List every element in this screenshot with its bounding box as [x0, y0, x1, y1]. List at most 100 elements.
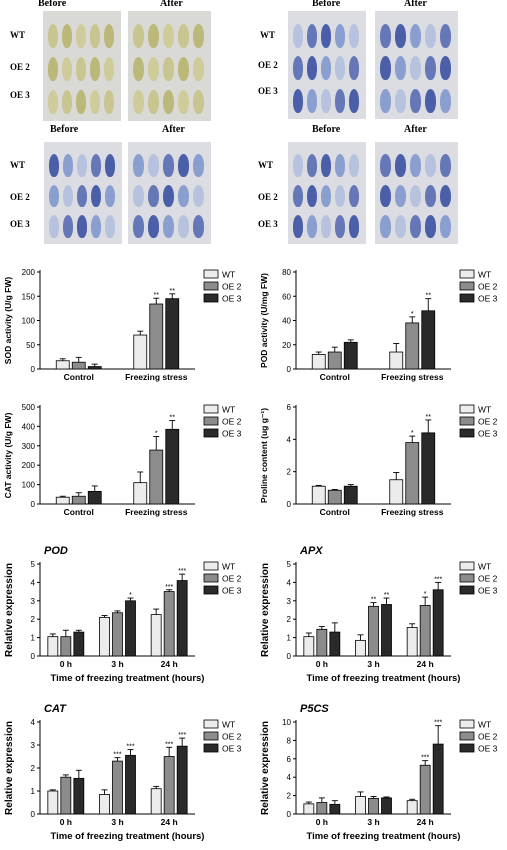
photo-panel-2: Before After WT OE 2 OE 3 [254, 0, 507, 124]
leaf [177, 24, 189, 49]
bar [316, 802, 328, 815]
x-tick-label: 0 h [60, 659, 72, 669]
leaf [424, 56, 436, 81]
bar [149, 449, 164, 505]
leaf [409, 23, 421, 48]
x-tick-label: 0 h [316, 817, 328, 827]
cat-activity-chart: CAT activity (U/g FW) 0 100 200 300 400 500 Con… [3, 403, 242, 517]
leaf [75, 90, 86, 115]
significance-label: * [129, 592, 132, 599]
leaf [147, 184, 159, 208]
bar [87, 490, 102, 505]
p5cs-expression-chart: P5CS Relative expression 0 2 4 6 8 10 0 h 3 h 24 h… [260, 703, 498, 842]
proline-content-chart: Proline content (ug g⁻¹) 0 2 4 6 Control Freez… [259, 403, 498, 517]
leaf [192, 154, 204, 177]
legend-label: WT [478, 720, 491, 730]
leaf [132, 57, 144, 82]
legend-swatch [203, 416, 219, 426]
significance-label: *** [126, 744, 134, 751]
y-axis-label: CAT activity (U/g FW) [3, 412, 13, 498]
chart-title: P5CS [300, 703, 329, 715]
row-label-oe2: OE 2 [258, 192, 278, 202]
leaf [394, 184, 406, 208]
leaf [192, 184, 204, 208]
legend-swatch [459, 743, 475, 753]
bar [303, 636, 315, 657]
leaf [348, 154, 359, 177]
row-label-oe3: OE 3 [258, 86, 278, 96]
leaf [103, 57, 114, 82]
leaf [47, 90, 58, 115]
bar [389, 479, 404, 505]
legend-label: OE 3 [478, 429, 498, 439]
bar [343, 485, 358, 505]
bar [150, 614, 162, 657]
bar [176, 745, 188, 815]
y-tick-label: 2 [287, 615, 292, 624]
row-label-wt: WT [10, 30, 26, 40]
y-axis-label: POD activity (U/mg FW) [259, 273, 269, 368]
leaf [177, 90, 189, 115]
y-tick-label: 8 [287, 736, 292, 745]
leaf [89, 90, 100, 115]
significance-label: ** [384, 592, 390, 599]
legend-swatch [203, 428, 219, 438]
bar [343, 341, 358, 370]
x-tick-label: Freezing stress [381, 507, 444, 517]
leaf [320, 88, 331, 113]
bar [55, 496, 70, 505]
legend-swatch [459, 573, 475, 583]
leaf [394, 23, 406, 48]
bar [165, 428, 180, 505]
x-tick-label: 24 h [161, 659, 178, 669]
chart-group: Proline content (ug g⁻¹) 0 2 4 6 Control Freez… [259, 403, 498, 517]
leaf [424, 215, 436, 238]
row-label-wt: WT [10, 160, 26, 170]
y-tick-label: 3 [287, 597, 292, 606]
leaf [334, 88, 345, 113]
leaf [89, 24, 100, 49]
legend-swatch [203, 585, 219, 595]
leaf [306, 215, 317, 238]
leaf [104, 154, 115, 177]
legend-label: OE 3 [222, 429, 242, 439]
legend-label: OE 2 [222, 574, 242, 584]
leaf [348, 88, 359, 113]
legend-swatch [459, 269, 475, 279]
chart-group: P5CS Relative expression 0 2 4 6 8 10 0 h 3 h 24 h… [260, 703, 498, 842]
leaf [104, 215, 115, 238]
leaf [132, 154, 144, 177]
y-tick-label: 200 [22, 268, 36, 277]
sod-activity-chart: SOD activity (U/g FW) 0 50 100 150 200 Control… [3, 268, 242, 382]
x-tick-label: Freezing stress [381, 372, 444, 382]
y-tick-label: 2 [287, 792, 292, 801]
bar [419, 605, 431, 657]
legend-label: OE 2 [478, 574, 498, 584]
bar [125, 754, 136, 815]
chart-title: POD [44, 545, 68, 557]
legend-label: WT [222, 720, 235, 730]
leaf [348, 215, 359, 238]
bar [389, 351, 404, 370]
leaf [292, 56, 303, 81]
leaf [192, 215, 204, 238]
bar [303, 803, 315, 815]
photo-panel-4: Before After WT OE 2 OE 3 [254, 124, 507, 244]
leaf [394, 215, 406, 238]
bar [133, 482, 148, 505]
y-tick-label: 2 [31, 764, 36, 773]
before-header: Before [38, 0, 67, 9]
leaf [132, 24, 144, 49]
bar [163, 591, 175, 657]
row-label-oe3: OE 3 [10, 90, 30, 100]
significance-label: *** [178, 568, 186, 575]
pod-activity-chart: POD activity (U/mg FW) 0 20 40 60 80 Control Fr… [259, 268, 498, 382]
y-tick-label: 150 [22, 292, 36, 301]
y-tick-label: 4 [287, 773, 292, 782]
leaf [192, 57, 204, 82]
legend-swatch [459, 561, 475, 571]
leaf [394, 154, 406, 177]
leaf [162, 57, 174, 82]
before-header: Before [50, 124, 79, 135]
